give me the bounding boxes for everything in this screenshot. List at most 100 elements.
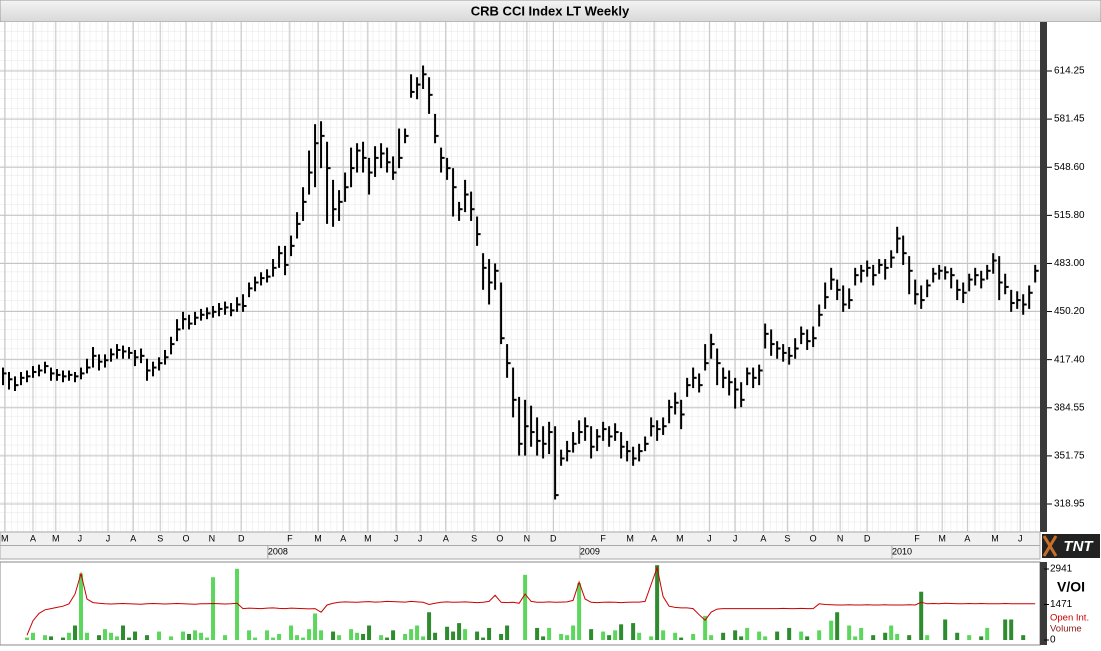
volume-bar xyxy=(721,632,726,641)
volume-bar xyxy=(505,625,510,641)
volume-bar xyxy=(31,632,36,641)
volume-bar xyxy=(157,631,162,641)
volume-bar xyxy=(613,630,618,641)
volume-bar xyxy=(745,627,750,641)
volume-bar xyxy=(181,631,186,641)
volume-bar xyxy=(301,637,306,641)
chart-title: CRB CCI Index LT Weekly xyxy=(471,3,630,18)
volume-bar xyxy=(691,633,696,641)
volume-bar xyxy=(169,636,174,641)
logo-mark xyxy=(1042,535,1058,557)
x-tick-label: F xyxy=(287,533,293,543)
volume-bar xyxy=(277,633,282,641)
volume-bar xyxy=(403,633,408,641)
volume-bar xyxy=(109,632,114,641)
volume-bar xyxy=(577,583,582,641)
volume-bar xyxy=(895,633,900,641)
x-tick-label: S xyxy=(471,533,477,543)
x-tick-label: N xyxy=(209,533,216,543)
volume-bar xyxy=(463,629,468,641)
y-axis-panel xyxy=(1047,22,1101,532)
volume-bar xyxy=(571,625,576,641)
y-tick-label: 614.25 xyxy=(1054,66,1085,77)
volume-bar xyxy=(445,626,450,641)
x-tick-label: A xyxy=(30,533,36,543)
volume-bar xyxy=(295,635,300,641)
x-tick-label: M xyxy=(676,533,684,543)
x-tick-label: M xyxy=(52,533,60,543)
x-tick-label: M xyxy=(314,533,322,543)
volume-bar xyxy=(559,633,564,641)
volume-bar xyxy=(121,625,126,641)
volume-bar xyxy=(247,630,252,641)
logo: TNT xyxy=(1063,538,1094,555)
y-tick-label: 318.95 xyxy=(1054,499,1085,510)
year-label: 2010 xyxy=(892,546,912,556)
volume-bar xyxy=(1021,635,1026,641)
x-tick-label: A xyxy=(443,533,449,543)
volume-bar xyxy=(817,630,822,641)
x-tick-label: A xyxy=(651,533,657,543)
volume-bar xyxy=(235,568,240,641)
volume-bar xyxy=(907,635,912,641)
x-tick-label: F xyxy=(600,533,606,543)
x-tick-label: M xyxy=(991,533,999,543)
volume-bar xyxy=(661,630,666,641)
volume-bar xyxy=(943,619,948,641)
volume-bar xyxy=(223,635,228,641)
volume-bar xyxy=(79,573,84,641)
x-tick-label: J xyxy=(418,533,423,543)
volume-bar xyxy=(427,612,432,641)
volume-bar xyxy=(889,625,894,641)
volume-bar xyxy=(649,636,654,641)
x-tick-label: M xyxy=(1,533,9,543)
volume-bar xyxy=(361,633,366,641)
x-tick-label: N xyxy=(837,533,844,543)
x-tick-label: A xyxy=(760,533,766,543)
volume-bar xyxy=(385,637,390,641)
volume-bar xyxy=(331,631,336,641)
volume-bar xyxy=(199,632,204,641)
y-tick-label: 384.55 xyxy=(1054,402,1085,413)
x-tick-label: D xyxy=(238,533,245,543)
y-tick-label: 581.45 xyxy=(1054,114,1085,125)
x-tick-label: A xyxy=(964,533,970,543)
volume-bar xyxy=(187,633,192,641)
x-tick-label: J xyxy=(394,533,399,543)
volume-bar xyxy=(265,630,270,641)
y-tick-label: 483.00 xyxy=(1054,258,1085,269)
volume-bar xyxy=(967,635,972,641)
volume-bar xyxy=(319,630,324,641)
volume-bar xyxy=(787,627,792,641)
x-tick-label: A xyxy=(130,533,136,543)
x-tick-label: J xyxy=(733,533,738,543)
volume-bar xyxy=(481,637,486,641)
x-tick-label: J xyxy=(78,533,83,543)
volume-bar xyxy=(271,637,276,641)
volume-bar xyxy=(757,631,762,641)
x-tick-label: M xyxy=(938,533,946,543)
volume-bar xyxy=(457,623,462,641)
y-tick-label: 0 xyxy=(1050,635,1056,646)
volume-bar xyxy=(733,630,738,641)
x-tick-label: F xyxy=(914,533,920,543)
volume-bar xyxy=(307,629,312,641)
volume-bar xyxy=(805,636,810,641)
volume-bar xyxy=(211,577,216,641)
volume-bar xyxy=(547,627,552,641)
volume-bar xyxy=(859,627,864,641)
volume-bar xyxy=(763,636,768,641)
volume-bar xyxy=(289,625,294,641)
volume-bar xyxy=(637,632,642,641)
volume-bar xyxy=(115,636,120,641)
volume-bar xyxy=(1009,619,1014,641)
volume-bar xyxy=(409,629,414,641)
x-tick-label: S xyxy=(157,533,163,543)
y-tick-label: 548.60 xyxy=(1054,162,1085,173)
axis-strip xyxy=(1040,22,1047,532)
volume-bar xyxy=(853,636,858,641)
volume-bar xyxy=(475,631,480,641)
volume-bar xyxy=(919,591,924,641)
volume-bar xyxy=(883,632,888,641)
